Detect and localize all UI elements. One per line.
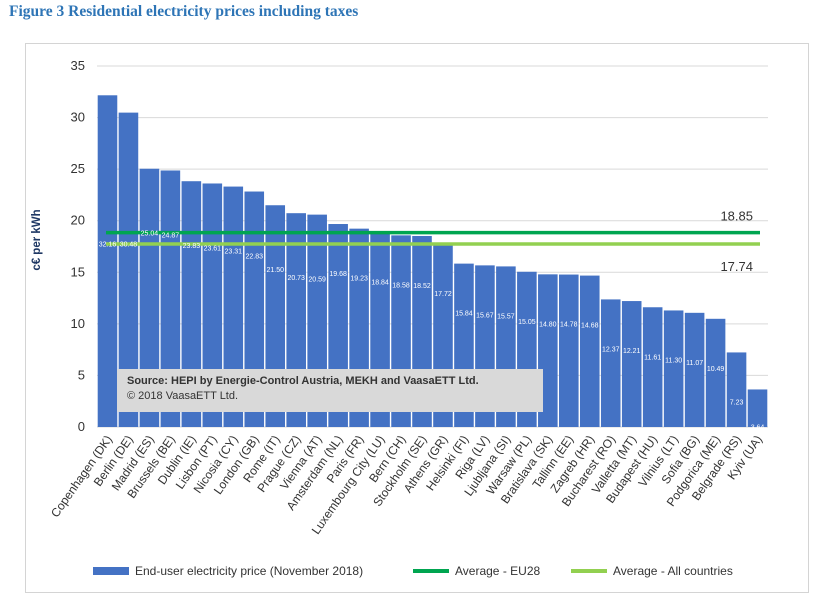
bar-value-label: 19.23 bbox=[350, 276, 368, 283]
bar-value-label: 7.23 bbox=[730, 399, 744, 406]
y-axis-label: c€ per kWh bbox=[31, 209, 43, 271]
bar-value-label: 10.49 bbox=[707, 366, 725, 373]
bar bbox=[663, 310, 684, 427]
bar-value-label: 23.31 bbox=[225, 249, 243, 256]
bar-value-label: 12.21 bbox=[623, 348, 641, 355]
bar-value-label: 12.37 bbox=[602, 346, 620, 353]
bar-value-label: 14.78 bbox=[560, 322, 578, 329]
bar bbox=[726, 352, 747, 427]
bar bbox=[621, 301, 642, 427]
bar-value-label: 22.83 bbox=[246, 254, 264, 261]
y-tick-label: 0 bbox=[78, 419, 85, 434]
bar-value-label: 11.61 bbox=[644, 354, 661, 361]
bar bbox=[97, 95, 118, 427]
bar-value-label: 25.04 bbox=[141, 231, 159, 238]
legend-item-bars: End-user electricity price (November 201… bbox=[93, 563, 363, 579]
bar-value-label: 18.52 bbox=[413, 283, 431, 290]
bar-value-label: 11.30 bbox=[665, 357, 682, 364]
legend-swatch-eu28 bbox=[413, 569, 449, 573]
bar bbox=[600, 299, 621, 427]
y-axis-ticks: 0 5 10 15 20 25 30 35 bbox=[71, 58, 85, 434]
y-tick-label: 10 bbox=[71, 316, 85, 331]
legend-label-bars: End-user electricity price (November 201… bbox=[135, 564, 364, 578]
bar-value-label: 18.58 bbox=[392, 282, 410, 289]
bar-value-label: 23.61 bbox=[204, 245, 222, 252]
figure-title: Figure 3 Residential electricity prices … bbox=[9, 3, 359, 20]
bar bbox=[559, 274, 579, 427]
bar bbox=[705, 318, 726, 427]
bar bbox=[684, 312, 705, 427]
bar-value-label: 21.50 bbox=[266, 267, 284, 274]
eu28-average-label: 18.85 bbox=[720, 209, 753, 224]
bar bbox=[223, 186, 244, 427]
bar-value-label: 17.72 bbox=[434, 291, 452, 298]
legend-item-all: Average - All countries bbox=[571, 563, 733, 579]
bar-value-label: 15.84 bbox=[455, 311, 473, 318]
bar-value-label: 15.67 bbox=[476, 312, 494, 319]
source-line: Source: HEPI by Energie-Control Austria,… bbox=[127, 375, 479, 387]
bar-value-label: 15.57 bbox=[497, 313, 515, 320]
bar bbox=[579, 275, 600, 427]
bar-value-label: 11.07 bbox=[686, 360, 703, 367]
all-countries-average-label: 17.74 bbox=[720, 259, 753, 274]
bar-value-label: 30.48 bbox=[120, 242, 138, 249]
bar-value-label: 14.68 bbox=[581, 323, 599, 330]
bar-value-label: 24.87 bbox=[162, 232, 180, 239]
bar-value-label: 19.68 bbox=[329, 271, 347, 278]
source-note: Source: HEPI by Energie-Control Austria,… bbox=[117, 369, 543, 412]
bar-value-label: 20.73 bbox=[287, 275, 305, 282]
bar-value-label: 15.05 bbox=[518, 319, 536, 326]
y-tick-label: 20 bbox=[71, 213, 85, 228]
bar bbox=[747, 389, 768, 427]
reference-lines: 18.85 17.74 bbox=[106, 209, 760, 274]
bar-value-label: 23.83 bbox=[183, 243, 201, 250]
bar bbox=[160, 170, 181, 428]
bar bbox=[642, 307, 663, 427]
legend-item-eu28: Average - EU28 bbox=[413, 563, 540, 579]
chart-frame bbox=[25, 43, 809, 593]
bar-value-label: 20.59 bbox=[308, 277, 326, 284]
bar-value-label: 3.64 bbox=[751, 424, 765, 431]
y-tick-label: 15 bbox=[71, 264, 85, 279]
legend-label-all: Average - All countries bbox=[613, 564, 733, 578]
bar-value-label: 14.80 bbox=[539, 321, 557, 328]
y-tick-label: 30 bbox=[71, 110, 85, 125]
bar-value-label: 32.16 bbox=[99, 242, 117, 249]
bar-value-label: 18.84 bbox=[371, 280, 389, 287]
legend-swatch-bars bbox=[93, 567, 129, 575]
x-axis-ticks: Copenhagen (DK)Berlin (DE)Madrid (ES)Bru… bbox=[48, 433, 765, 537]
copyright-line: © 2018 VaasaETT Ltd. bbox=[127, 390, 239, 402]
legend-swatch-all bbox=[571, 569, 607, 573]
bar bbox=[244, 191, 265, 427]
y-tick-label: 25 bbox=[71, 161, 85, 176]
y-tick-label: 35 bbox=[71, 58, 85, 73]
bar bbox=[118, 112, 139, 427]
y-tick-label: 5 bbox=[78, 367, 85, 382]
legend-label-eu28: Average - EU28 bbox=[455, 564, 541, 578]
